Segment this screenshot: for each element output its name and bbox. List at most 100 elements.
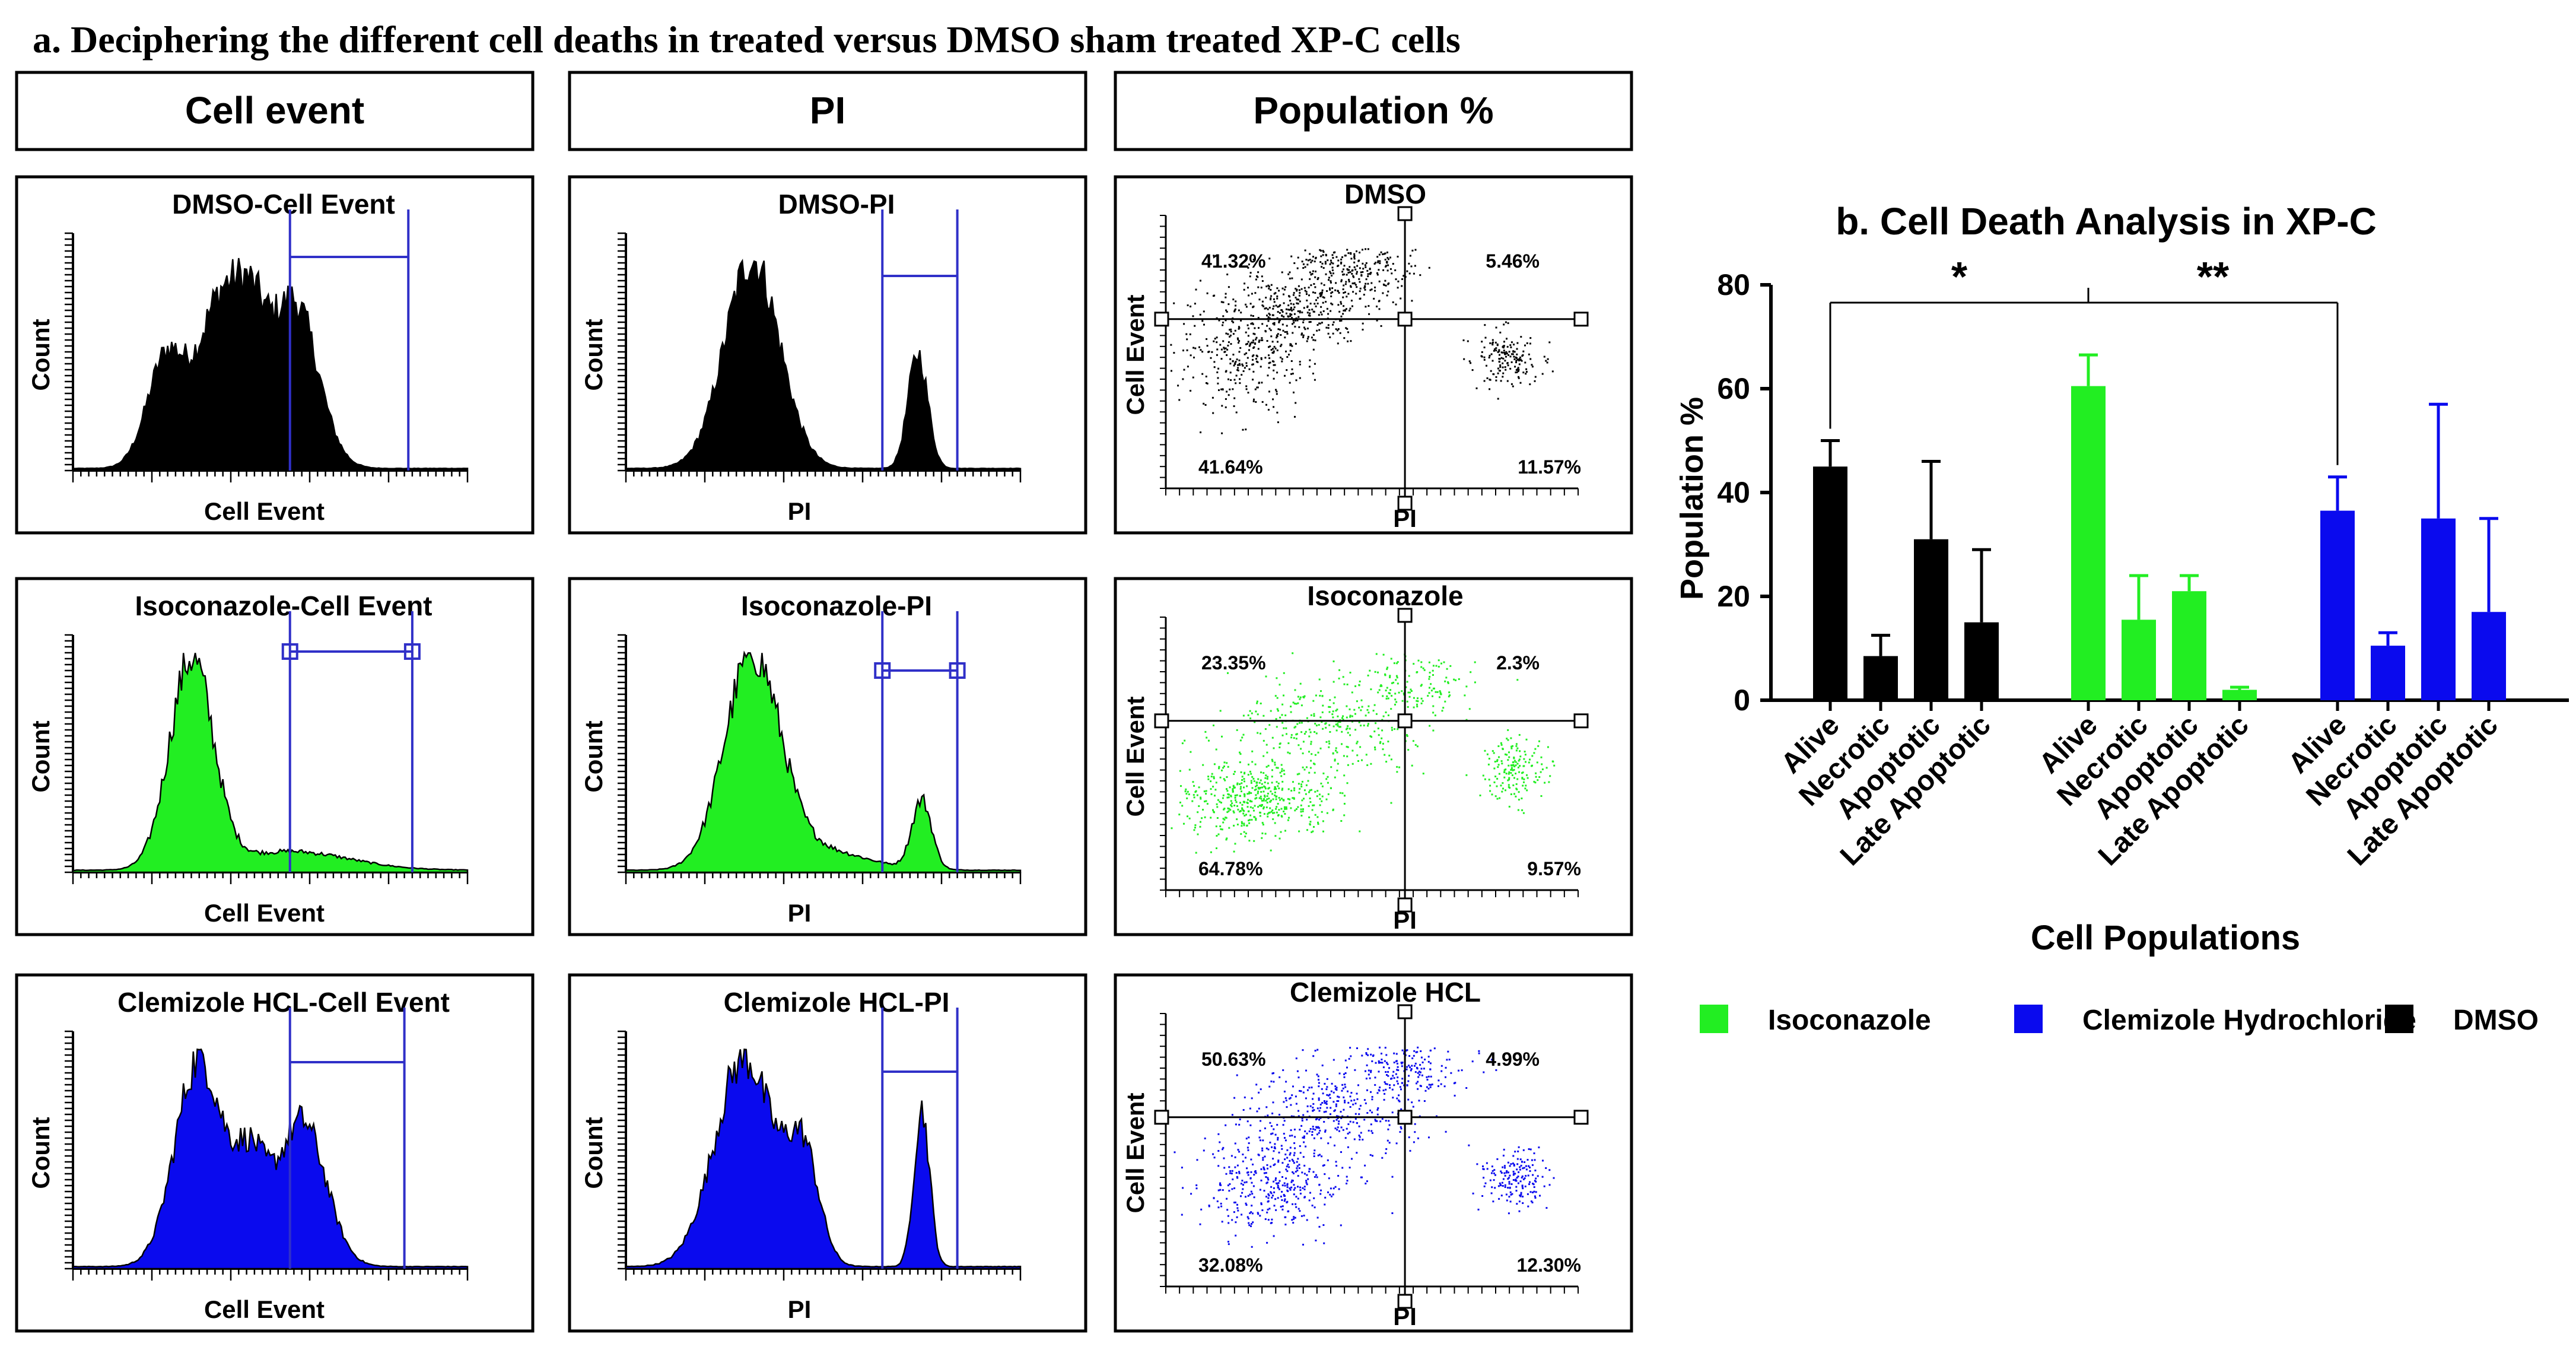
scatter-dot xyxy=(1273,1180,1275,1183)
scatter-dot xyxy=(1223,348,1226,350)
scatter-dot xyxy=(1384,279,1386,282)
scatter-dot xyxy=(1518,377,1520,379)
scatter-dot xyxy=(1193,357,1195,358)
scatter-dot xyxy=(1376,319,1378,322)
quadrant-handle xyxy=(1573,713,1589,729)
scatter-dot xyxy=(1519,1166,1521,1168)
scatter-dot xyxy=(1247,1195,1249,1197)
scatter-dot xyxy=(1335,1165,1338,1167)
scatter-dot xyxy=(1400,1108,1403,1110)
scatter-dot xyxy=(1339,332,1341,334)
scatter-dot xyxy=(1313,826,1315,828)
scatter-dot xyxy=(1344,1137,1347,1139)
scatter-dot xyxy=(1267,792,1269,795)
scatter-dot xyxy=(1529,342,1531,345)
scatter-dot xyxy=(1271,1146,1273,1148)
scatter-dot xyxy=(1236,782,1239,784)
scatter-dot xyxy=(1272,798,1274,800)
scatter-dot xyxy=(1283,1195,1286,1197)
scatter-dot xyxy=(1489,388,1491,390)
scatter-dot xyxy=(1285,1177,1287,1180)
scatter-dot xyxy=(1308,1168,1311,1170)
scatter-dot xyxy=(1337,329,1338,332)
scatter-dot xyxy=(1386,1074,1388,1076)
scatter-dot xyxy=(1300,815,1303,817)
scatter-dot xyxy=(1183,368,1185,371)
scatter-dot xyxy=(1293,1189,1295,1191)
scatter-dot xyxy=(1341,1115,1344,1117)
scatter-dot xyxy=(1335,1115,1338,1117)
scatter-dot xyxy=(1226,390,1228,393)
scatter-dot xyxy=(1277,306,1279,308)
scatter-dot xyxy=(1319,804,1321,806)
scatter-dot xyxy=(1229,329,1231,331)
scatter-dot xyxy=(1338,726,1340,728)
scatter-dot xyxy=(1270,799,1272,802)
scatter-dot xyxy=(1517,1176,1519,1178)
scatter-dot xyxy=(1327,1191,1329,1193)
scatter-dot xyxy=(1234,1201,1236,1203)
scatter-dot xyxy=(1237,367,1239,369)
scatter-dot xyxy=(1346,755,1349,758)
scatter-dot xyxy=(1372,1155,1373,1157)
scatter-dot xyxy=(1261,783,1263,785)
scatter-dot xyxy=(1342,288,1344,290)
scatter-dot xyxy=(1486,364,1487,367)
scatter-dot xyxy=(1490,353,1493,355)
scatter-dot xyxy=(1334,776,1336,779)
scatter-dot xyxy=(1335,729,1338,732)
scatter-dot xyxy=(1518,376,1519,378)
scatter-dot xyxy=(1281,271,1283,274)
scatter-dot xyxy=(1273,812,1276,814)
scatter-dot xyxy=(1303,733,1306,735)
scatter-dot xyxy=(1327,327,1330,329)
scatter-dot xyxy=(1274,822,1276,824)
scatter-dot xyxy=(1362,268,1365,270)
scatter-dot xyxy=(1301,332,1303,335)
scatter-dot xyxy=(1531,764,1533,767)
scatter-dot xyxy=(1312,1092,1315,1095)
scatter-dot xyxy=(1268,724,1271,726)
scatter-dot xyxy=(1506,738,1508,740)
scatter-dot xyxy=(1201,320,1204,322)
scatter-dot xyxy=(1518,734,1521,736)
scatter-dot xyxy=(1409,1149,1411,1152)
scatter-dot xyxy=(1274,364,1276,366)
scatter-dot xyxy=(1239,751,1241,754)
scatter-dot xyxy=(1512,1179,1515,1181)
scatter-dot xyxy=(1264,330,1267,332)
scatter-dot xyxy=(1278,797,1280,799)
scatter-dot xyxy=(1521,1161,1523,1163)
scatter-dot xyxy=(1502,782,1504,784)
scatter-dot xyxy=(1242,1184,1244,1186)
scatter-dot xyxy=(1235,1221,1237,1224)
scatter-dot xyxy=(1339,726,1341,728)
scatter-dot xyxy=(1236,1074,1238,1076)
scatter-dot xyxy=(1370,1053,1372,1056)
scatter-dot xyxy=(1532,1192,1534,1193)
quadrant-upper-left: 41.32% xyxy=(1201,250,1266,272)
scatter-dot xyxy=(1369,1109,1371,1111)
scatter-dot xyxy=(1335,1103,1337,1105)
scatter-dot xyxy=(1294,1187,1296,1189)
scatter-dot xyxy=(1519,1158,1522,1161)
scatter-dot xyxy=(1347,1123,1350,1125)
scatter-dot xyxy=(1389,1087,1391,1089)
scatter-dot xyxy=(1298,1164,1300,1166)
scatter-dot xyxy=(1225,398,1227,400)
scatter-dot xyxy=(1359,1136,1361,1138)
scatter-dot xyxy=(1312,1126,1314,1128)
scatter-dot xyxy=(1302,267,1305,269)
scatter-dot xyxy=(1265,675,1267,678)
scatter-dot xyxy=(1221,432,1223,434)
scatter-dot xyxy=(1248,810,1250,812)
bar xyxy=(1813,466,1847,700)
scatter-dot xyxy=(1322,250,1324,252)
scatter-dot xyxy=(1278,290,1280,292)
scatter-dot xyxy=(1374,286,1376,288)
scatter-dot xyxy=(1491,360,1494,362)
scatter-dot xyxy=(1300,722,1303,724)
scatter-dot xyxy=(1261,837,1263,839)
scatter-dot xyxy=(1262,739,1265,742)
